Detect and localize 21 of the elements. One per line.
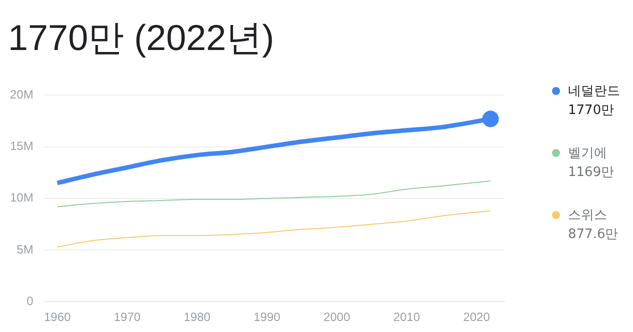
y-tick-label: 10M bbox=[10, 190, 34, 205]
text: 877.6만 bbox=[568, 226, 620, 244]
y-tick-label: 0 bbox=[26, 294, 34, 308]
x-tick-label: 1970 bbox=[114, 310, 141, 324]
x-tick-label: 2010 bbox=[393, 310, 420, 324]
legend-label: 벨기에 bbox=[568, 145, 608, 163]
text: 1770만 bbox=[568, 102, 616, 120]
line-series bbox=[56, 180, 492, 208]
line-series bbox=[56, 210, 492, 248]
x-tick-label: 1960 bbox=[44, 310, 71, 324]
y-tick-label: 15M bbox=[10, 139, 34, 154]
y-tick-label: 5M bbox=[16, 242, 34, 256]
x-tick-label: 2000 bbox=[323, 310, 350, 324]
chart-title: 1770만 (2022년) bbox=[8, 16, 274, 60]
legend-label: 네덜란드 bbox=[568, 83, 620, 101]
x-tick-label: 1990 bbox=[254, 310, 281, 324]
legend-label: 스위스 bbox=[568, 207, 608, 225]
text: 1169만 bbox=[568, 164, 616, 182]
x-tick-label: 1980 bbox=[184, 310, 211, 324]
x-tick-label: 2020 bbox=[463, 310, 490, 324]
y-tick-label: 20M bbox=[10, 88, 34, 102]
